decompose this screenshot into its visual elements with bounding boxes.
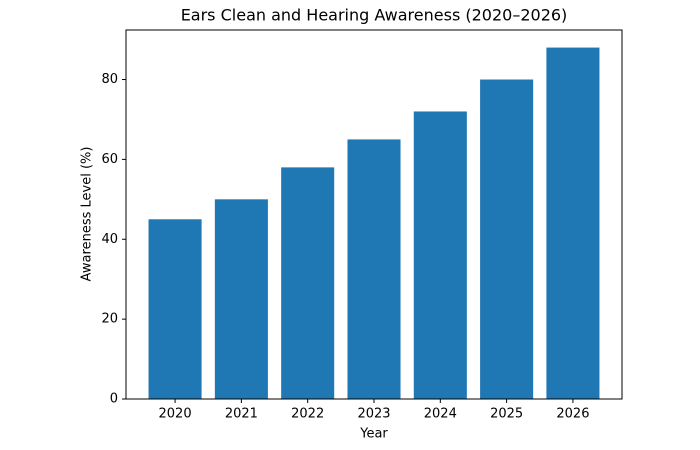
- chart-title: Ears Clean and Hearing Awareness (2020–2…: [181, 6, 568, 25]
- bar: [480, 79, 534, 400]
- y-tick-label: 60: [101, 152, 118, 167]
- y-tick-label: 0: [110, 392, 118, 407]
- bar: [148, 219, 202, 399]
- x-tick-label: 2025: [490, 407, 523, 422]
- bar: [281, 167, 335, 399]
- x-tick-label: 2024: [424, 407, 457, 422]
- x-tick-label: 2023: [357, 407, 390, 422]
- y-tick-label: 20: [101, 312, 118, 327]
- bar: [347, 139, 401, 400]
- y-axis-label: Awareness Level (%): [80, 147, 95, 282]
- x-tick-label: 2020: [159, 407, 192, 422]
- x-axis-label: Year: [359, 427, 388, 442]
- x-tick-label: 2021: [225, 407, 258, 422]
- y-tick-label: 80: [101, 72, 118, 87]
- bar: [546, 47, 600, 399]
- x-tick-label: 2022: [291, 407, 324, 422]
- x-tick-label: 2026: [556, 407, 589, 422]
- bar: [413, 111, 467, 399]
- bar: [214, 199, 268, 399]
- y-tick-label: 40: [101, 232, 118, 247]
- plot-frame: [125, 29, 623, 400]
